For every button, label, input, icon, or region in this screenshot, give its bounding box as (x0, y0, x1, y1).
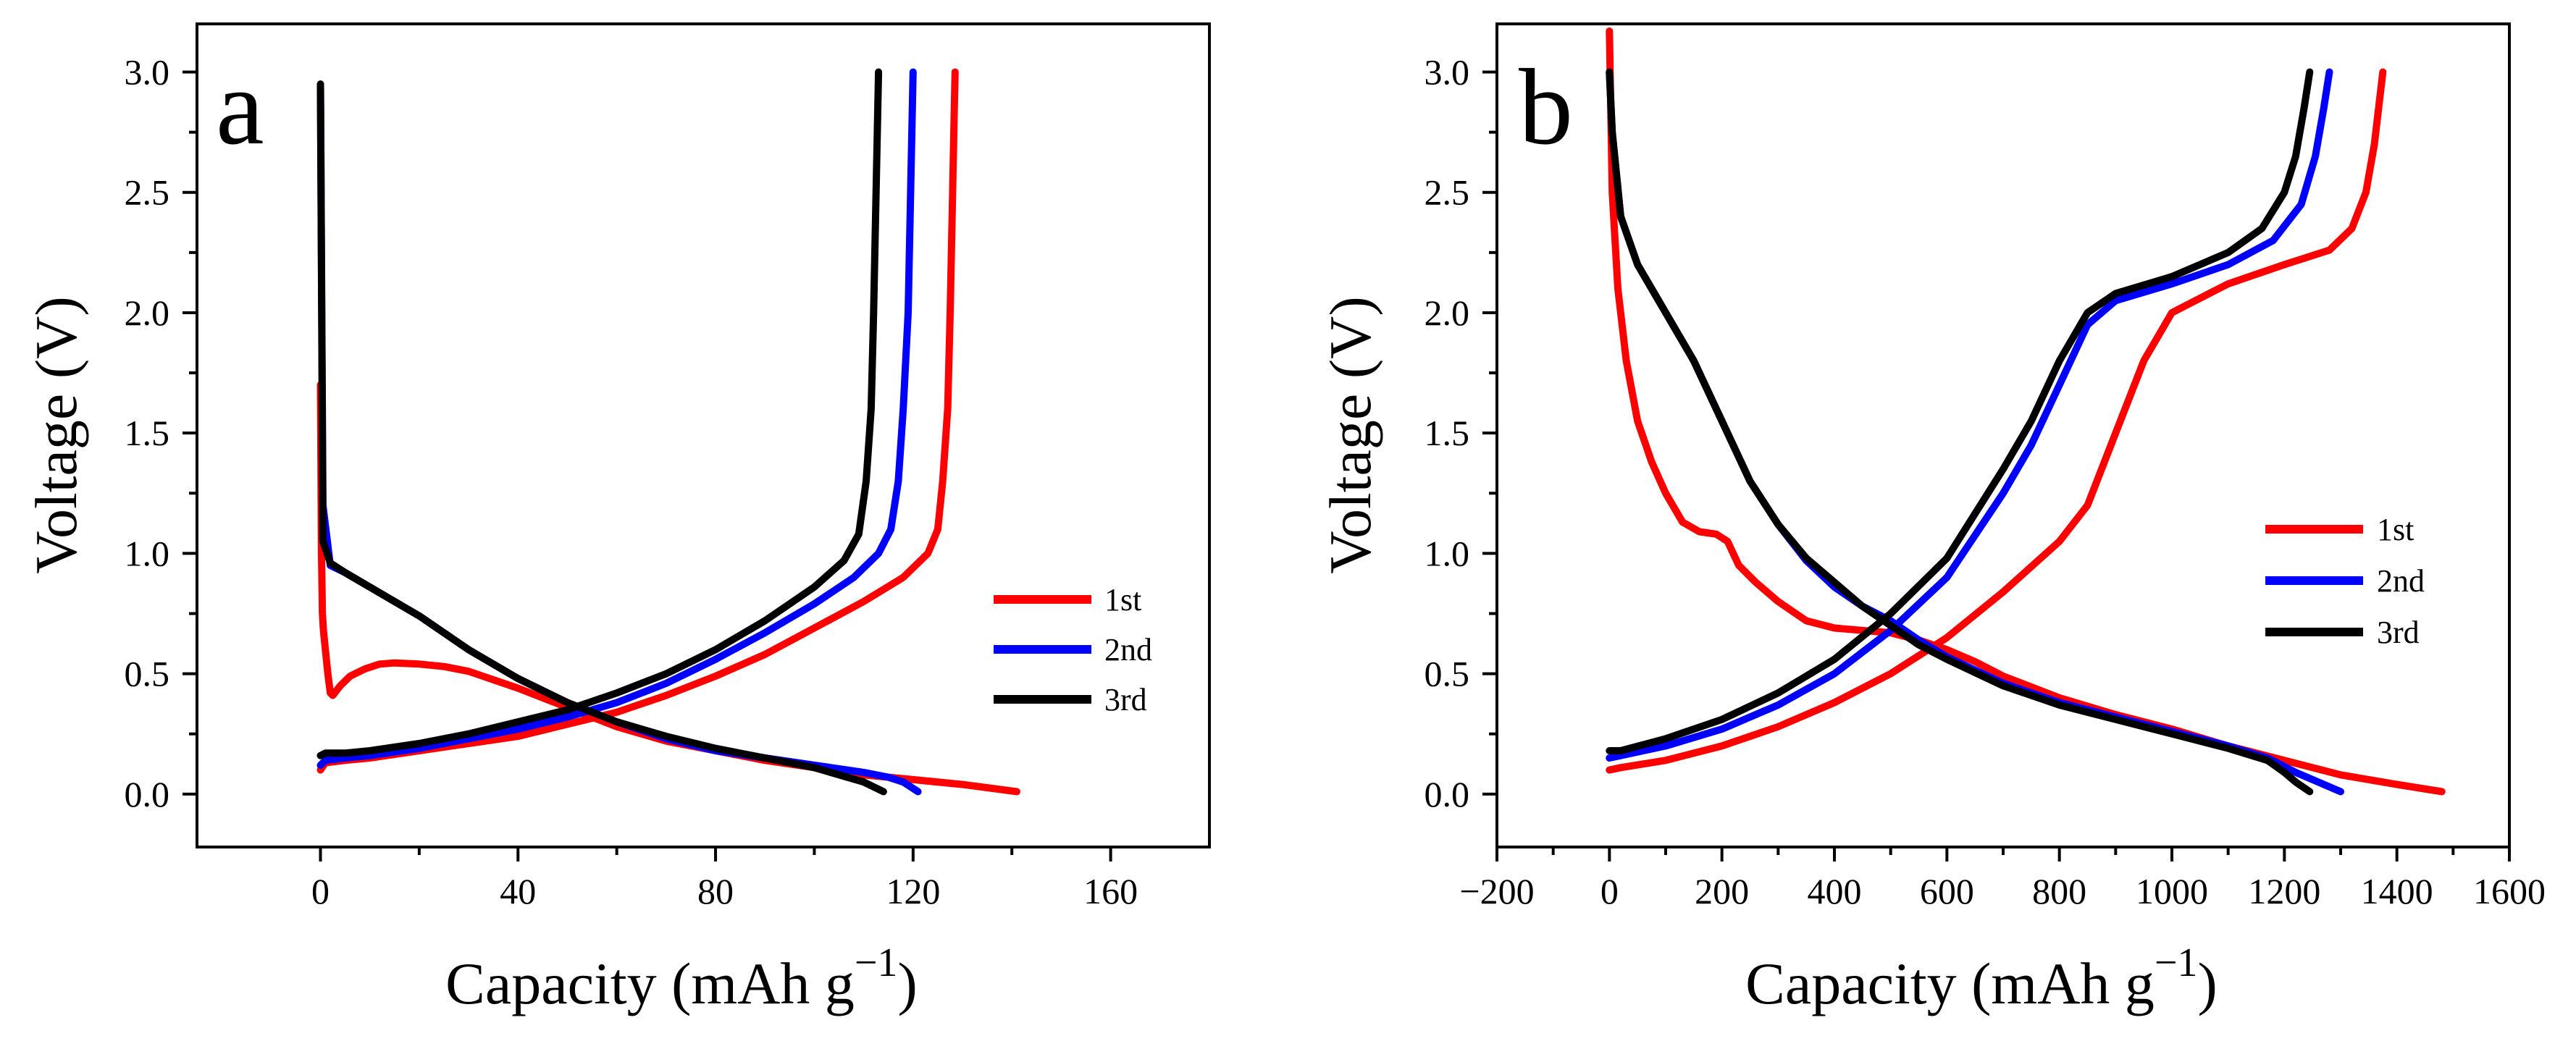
panel-a-y-tick-label: 0.0 (125, 774, 170, 814)
panel-b: −200 0 200 400 600 800 1000 1200 1400 1600 0.0 0.5 1… (1317, 22, 2546, 1016)
panel-b-x-tick-label: 1000 (2136, 871, 2208, 911)
panel-a-legend: 1st 2nd 3rd (994, 582, 1152, 717)
panel-b-x-axis-title: Capacity (mAh g−1) (1745, 940, 2218, 1016)
panel-b-y-tick-label: 2.5 (1425, 172, 1470, 213)
panel-a-curve-3rd-discharge (316, 80, 887, 796)
panel-a: 0 40 80 120 160 0.0 0.5 1.0 1.5 2.0 2.5 3.0 a Volta… (23, 22, 1211, 1016)
panel-b-y-tick-label: 3.0 (1425, 51, 1470, 92)
panel-a-x-tick-label: 40 (500, 871, 536, 911)
panel-a-curves (316, 68, 1020, 796)
panel-b-x-axis-title-main: Capacity (mAh g (1745, 951, 2155, 1016)
panel-b-curves (1606, 28, 2446, 796)
panel-a-curve-3rd-charge (316, 68, 883, 759)
panel-b-legend-label-1st: 1st (2377, 512, 2414, 547)
panel-b-y-tick-label: 2.0 (1425, 292, 1470, 333)
panel-a-x-axis-title: Capacity (mAh g−1) (445, 940, 918, 1016)
panel-a-x-tick-label: 0 (311, 871, 330, 911)
panel-b-y-tick-label: 1.0 (1425, 533, 1470, 573)
panel-a-x-tick-label: 80 (697, 871, 734, 911)
panel-a-legend-label-2nd: 2nd (1104, 632, 1152, 667)
panel-a-y-tick-label: 1.5 (125, 413, 170, 453)
panel-b-curve-3rd-discharge (1606, 68, 2314, 796)
panel-b-legend-label-3rd: 3rd (2377, 615, 2420, 650)
panel-a-plot-frame (196, 22, 1211, 848)
panel-b-x-tick-label: 1200 (2248, 871, 2320, 911)
panel-b-x-tick-label: 400 (1808, 871, 1862, 911)
panel-b-y-tick-label: 0.5 (1425, 654, 1470, 694)
panel-a-legend-label-1st: 1st (1104, 582, 1141, 618)
panel-b-x-tick-label: 0 (1600, 871, 1619, 911)
panel-b-x-axis-title-superscript: −1 (2155, 940, 2198, 985)
panel-a-y-tick-label: 3.0 (125, 51, 170, 92)
panel-a-y-tick-label: 1.0 (125, 533, 170, 573)
panel-b-x-tick-label: 200 (1695, 871, 1749, 911)
panel-a-x-axis-title-superscript: −1 (855, 940, 898, 985)
panel-a-x-axis-title-close: ) (898, 951, 918, 1016)
panel-a-letter: a (216, 47, 264, 167)
panel-a-x-axis-title-main: Capacity (mAh g (445, 951, 855, 1016)
panel-a-y-axis-title: Voltage (V) (23, 296, 89, 573)
panel-a-y-tick-label: 0.5 (125, 654, 170, 694)
panel-b-x-tick-label: 800 (2032, 871, 2086, 911)
panel-b-x-tick-label: 600 (1920, 871, 1974, 911)
panel-b-curve-3rd-charge (1606, 68, 2314, 754)
panel-a-x-tick-label: 120 (886, 871, 940, 911)
panel-b-curve-2nd-charge (1606, 68, 2333, 762)
panel-b-y-axis-title: Voltage (V) (1317, 296, 1383, 573)
panel-b-x-tick-label: −200 (1459, 871, 1534, 911)
panel-b-x-tick-label: 1400 (2361, 871, 2433, 911)
panel-b-x-axis-title-close: ) (2198, 951, 2218, 1016)
panel-a-y-tick-label: 2.0 (125, 292, 170, 333)
panel-b-y-tick-label: 1.5 (1425, 413, 1470, 453)
panel-b-letter: b (1519, 47, 1573, 167)
panel-a-legend-label-3rd: 3rd (1104, 682, 1147, 717)
panel-b-x-tick-label: 1600 (2473, 871, 2546, 911)
panel-b-legend-label-2nd: 2nd (2377, 563, 2425, 599)
panel-a-y-tick-label: 2.5 (125, 172, 170, 213)
panel-a-x-tick-label: 160 (1083, 871, 1138, 911)
panel-a-curve-2nd-charge (316, 68, 917, 769)
panel-b-y-tick-label: 0.0 (1425, 774, 1470, 814)
panel-b-ticks: −200 0 200 400 600 800 1000 1200 1400 1600 0.0 0.5 1… (1425, 51, 2546, 911)
panel-b-curve-1st-charge (1606, 68, 2387, 774)
panel-a-ticks: 0 40 80 120 160 0.0 0.5 1.0 1.5 2.0 2.5 3.0 (125, 51, 1138, 911)
panel-b-legend: 1st 2nd 3rd (2265, 512, 2425, 650)
